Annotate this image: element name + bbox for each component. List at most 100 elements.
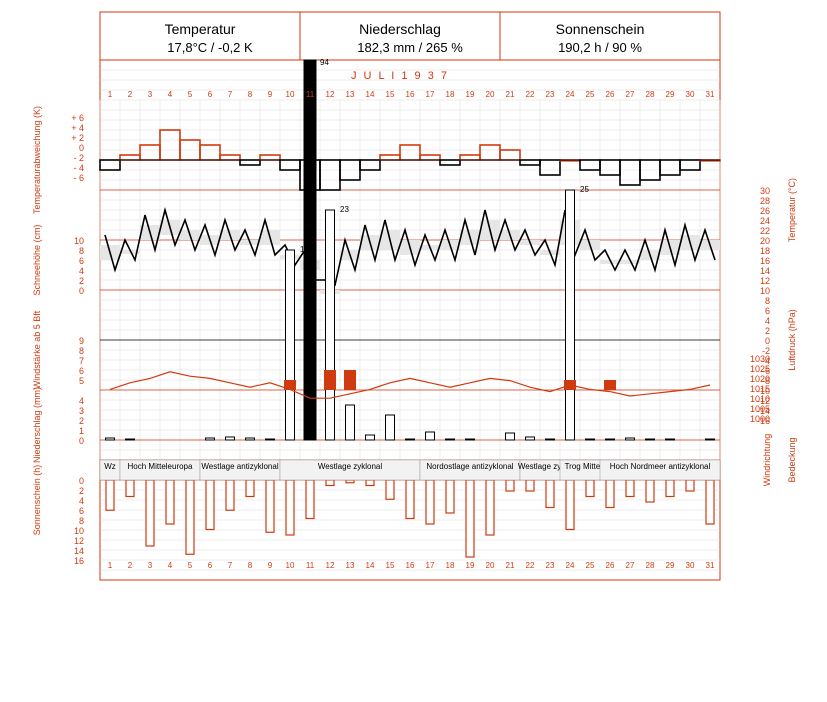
precip-bar — [465, 438, 475, 441]
wind-bar — [564, 380, 576, 390]
sunshine-bar — [685, 479, 695, 492]
sunshine-bar — [285, 479, 295, 536]
day-label-bottom: 11 — [306, 561, 315, 570]
sunshine-bar — [305, 479, 315, 520]
precipitation-title: Niederschlag — [359, 21, 441, 37]
sunshine-bar — [205, 479, 215, 531]
sunshine-bar — [405, 479, 415, 520]
sunshine-bar — [345, 479, 355, 484]
sunshine-bar — [525, 479, 535, 492]
day-label-bottom: 18 — [446, 561, 455, 570]
snow-tick: 2 — [79, 276, 84, 286]
temperature-tick: 6 — [765, 306, 770, 316]
day-label-bottom: 12 — [326, 561, 335, 570]
wind-tick: 6 — [79, 366, 84, 376]
precip-value-label: 19 — [300, 245, 309, 254]
day-label-top: 4 — [168, 90, 173, 99]
day-label-top: 13 — [346, 90, 355, 99]
weather-type-label: Hoch Nordmeer antizyklonal — [610, 462, 711, 471]
temperature-tick: -12 — [757, 396, 770, 406]
precip-bar — [705, 438, 715, 441]
day-label-top: 16 — [406, 90, 415, 99]
day-label-bottom: 2 — [128, 561, 133, 570]
sunshine-tick: 4 — [79, 496, 84, 506]
day-label-bottom: 22 — [526, 561, 535, 570]
temperature-tick: 20 — [760, 236, 770, 246]
precip-bar — [585, 438, 595, 441]
temperature-tick: 8 — [765, 296, 770, 306]
day-label-top: 15 — [386, 90, 395, 99]
sunshine-bar — [585, 479, 595, 498]
sunshine-bar — [505, 479, 515, 492]
wind-tick: 5 — [79, 376, 84, 386]
day-label-bottom: 27 — [626, 561, 635, 570]
temperature-tick: -14 — [757, 406, 770, 416]
precip-bar — [325, 209, 335, 441]
precip-tick: 2 — [79, 416, 84, 426]
temperature-tick: 22 — [760, 226, 770, 236]
sunshine-bar — [545, 479, 555, 509]
anomaly-tick: + 6 — [71, 113, 84, 123]
sunshine-bar — [665, 479, 675, 498]
anomaly-tick: + 2 — [71, 133, 84, 143]
precip-tick: 4 — [79, 396, 84, 406]
day-label-bottom: 19 — [466, 561, 475, 570]
day-label-bottom: 9 — [268, 561, 273, 570]
temperature-tick: 4 — [765, 316, 770, 326]
snow-tick: 4 — [79, 266, 84, 276]
sunshine-bar — [245, 479, 255, 498]
axis-title: Sonnenschein (h) — [32, 465, 42, 536]
weather-types: Wz Hoch Mitteleuropa Westlage antizyklonal… — [99, 459, 721, 481]
pressure-line — [109, 371, 711, 399]
sunshine-tick: 16 — [74, 556, 84, 566]
anomaly-tick: - 4 — [73, 163, 84, 173]
day-label-top: 12 — [326, 90, 335, 99]
sunshine-bar — [385, 479, 395, 500]
day-label-top: 22 — [526, 90, 535, 99]
axis-title: Temperatur (°C) — [787, 178, 797, 242]
precip-bar — [625, 437, 635, 441]
precip-bar — [225, 436, 235, 441]
sunshine-bar — [325, 479, 335, 487]
precip-bar — [525, 436, 535, 441]
weather-type-label: Hoch Mitteleuropa — [128, 462, 193, 471]
sunshine-tick: 14 — [74, 546, 84, 556]
sunshine-bar — [485, 479, 495, 536]
axis-title: Windrichtung — [762, 434, 772, 487]
anomaly-tick: 0 — [79, 143, 84, 153]
temperature-tick: 18 — [760, 246, 770, 256]
temperature-tick: 10 — [760, 286, 770, 296]
sunshine-bar — [465, 479, 475, 558]
temperature-tick: 2 — [765, 326, 770, 336]
sunshine-bar — [445, 479, 455, 514]
day-label-top: 7 — [228, 90, 233, 99]
temperature-tick: 16 — [760, 256, 770, 266]
day-label-top: 31 — [706, 90, 715, 99]
sunshine-bar — [605, 479, 615, 509]
precip-bar — [405, 438, 415, 441]
day-label-top: 18 — [446, 90, 455, 99]
day-label-top: 24 — [566, 90, 575, 99]
wind-tick: 9 — [79, 336, 84, 346]
month-label: J U L I 1 9 3 7 — [351, 70, 449, 82]
precip-bar — [605, 438, 615, 441]
wind-bar — [344, 370, 356, 390]
day-label-top: 29 — [666, 90, 675, 99]
sunshine-tick: 8 — [79, 516, 84, 526]
sunshine-tick: 2 — [79, 486, 84, 496]
sunshine-bar — [165, 479, 175, 525]
wind-bar — [324, 370, 336, 390]
day-label-top: 19 — [466, 90, 475, 99]
day-label-bottom: 17 — [426, 561, 435, 570]
wind-bar — [604, 380, 616, 390]
sunshine-bar — [185, 479, 195, 555]
sunshine-bar — [645, 479, 655, 503]
precip-bar — [303, 59, 317, 441]
temperature-value: 17,8°C / -0,2 K — [167, 40, 253, 55]
weather-type-box — [599, 459, 721, 481]
precip-bar — [125, 438, 135, 441]
temperature-tick: 26 — [760, 206, 770, 216]
day-label-bottom: 7 — [228, 561, 233, 570]
precip-bar — [105, 437, 115, 441]
